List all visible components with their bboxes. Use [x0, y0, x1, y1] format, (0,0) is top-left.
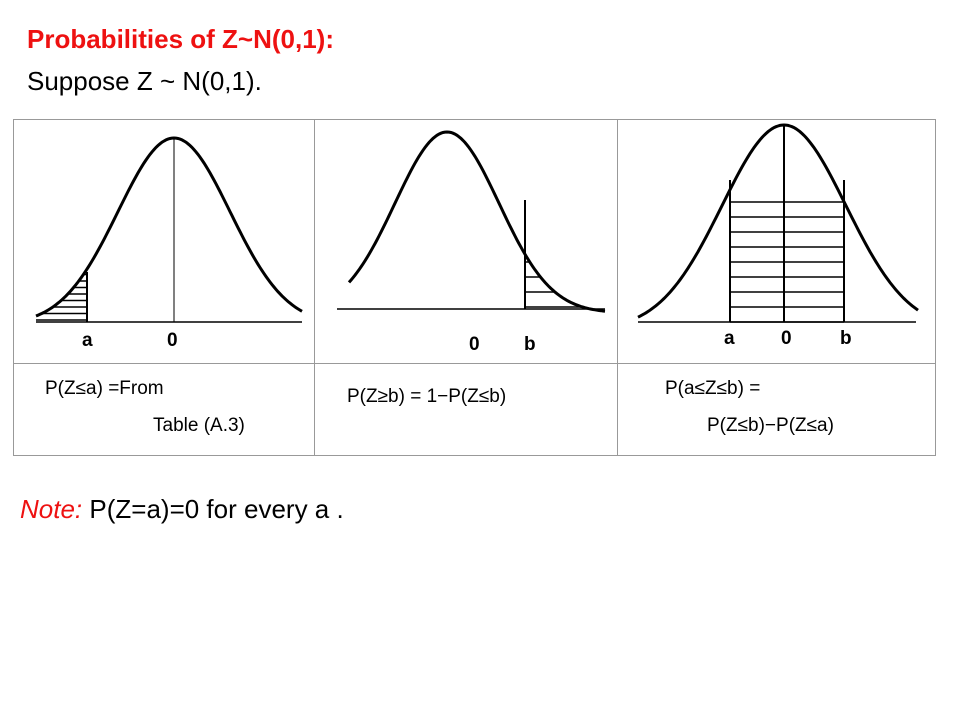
row-divider: [14, 363, 935, 364]
zero-label: 0: [167, 330, 178, 351]
note: Note: P(Z=a)=0 for every a .: [20, 494, 344, 525]
caption-between-line2: P(Z≤b)−P(Z≤a): [707, 415, 834, 436]
a-label: a: [724, 328, 735, 349]
diagram-table: a 0 0 b a 0 b P(Z≤a) =From Table (A.3) P…: [13, 119, 936, 456]
caption-left-tail-line2: Table (A.3): [153, 415, 245, 436]
caption-left-tail-line1: P(Z≤a) =From: [45, 378, 164, 399]
bell-curve: [637, 123, 919, 319]
panel-right-tail: 0 b: [337, 130, 606, 355]
a-label: a: [82, 330, 93, 351]
right-tail-hatching: [525, 261, 583, 308]
slide-subtitle: Suppose Z ~ N(0,1).: [27, 66, 262, 96]
slide-title: Probabilities of Z~N(0,1):: [27, 24, 334, 54]
b-label: b: [524, 334, 536, 355]
column-divider: [617, 120, 618, 455]
caption-between-line1: P(a≤Z≤b) =: [665, 378, 761, 399]
b-label: b: [840, 328, 852, 349]
note-lead: Note:: [20, 494, 83, 524]
panel-between: a 0 b: [637, 123, 919, 349]
panel-left-tail: a 0: [35, 136, 303, 351]
column-divider: [314, 120, 315, 455]
bell-curve: [347, 130, 606, 313]
between-hatching: [730, 201, 844, 323]
note-text: P(Z=a)=0 for every a .: [82, 494, 344, 524]
caption-right-tail: P(Z≥b) = 1−P(Z≤b): [347, 386, 507, 407]
bell-curve: [35, 136, 303, 318]
zero-label: 0: [781, 328, 792, 349]
zero-label: 0: [469, 334, 480, 355]
